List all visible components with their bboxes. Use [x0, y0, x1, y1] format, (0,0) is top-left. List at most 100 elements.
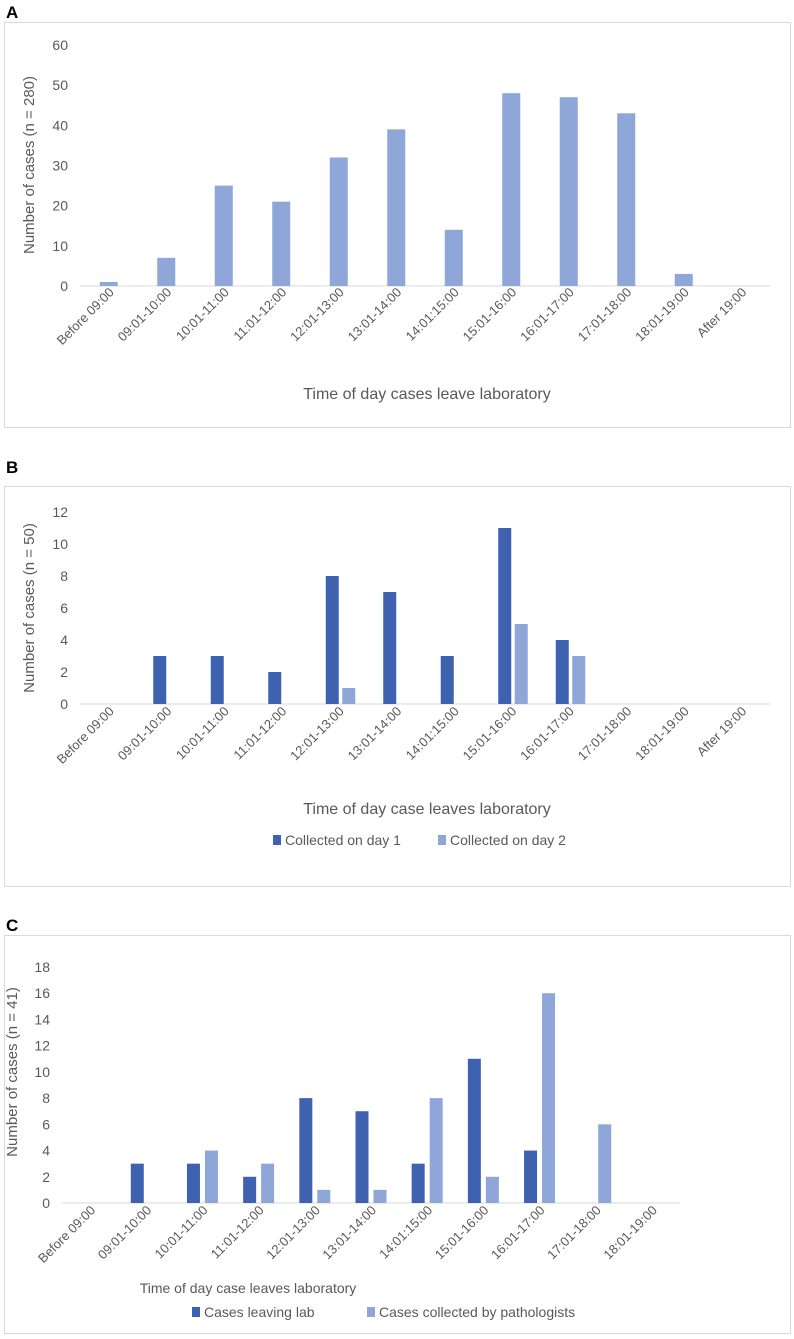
bar-12-01-13-00-series-2	[317, 1189, 331, 1203]
x-tick-label: 14:01:15:00	[403, 704, 462, 763]
bar-14-01-15-00-series-1	[440, 656, 454, 704]
bar-14-01-15-00-series-2	[429, 1098, 443, 1203]
x-tick-label: 15:01-16:00	[460, 704, 520, 764]
y-tick-label: 60	[52, 37, 68, 53]
bar-15-01-16-00-series-2	[514, 624, 528, 704]
bar-17-01-18-00-series-2	[598, 1124, 612, 1203]
chart-c: 0 2 4 6 8 10 12 14 16 18 Before 09:0009:01-10:0010…	[4, 959, 680, 1320]
bar-14-01-15-00-series-1	[444, 229, 463, 286]
x-tick-label: 11:01-12:00	[230, 704, 289, 763]
bar-09-01-10-00-series-1	[130, 1163, 144, 1203]
y-tick-label: 16	[34, 985, 50, 1001]
x-tick-label: 16:01-17:00	[517, 285, 577, 345]
x-tick-label: 15:01-16:00	[432, 1203, 492, 1263]
bar-09-01-10-00-series-1	[157, 257, 176, 286]
y-tick-label: 0	[60, 696, 68, 712]
chart-b-frame: 0 2 4 6 8 10 12 Before 09:00 09:01-10:00 10:01-11…	[4, 486, 791, 887]
x-tick-label: Before 09:00	[35, 1203, 98, 1266]
bar-13-01-14-00-series-1	[383, 592, 397, 704]
legend-swatch	[273, 835, 281, 845]
x-tick-label: 15:01-16:00	[460, 285, 520, 345]
bar-12-01-13-00-series-1	[299, 1098, 313, 1203]
chart-b: 0 2 4 6 8 10 12 Before 09:0009:01-10:0010:01-11…	[21, 504, 770, 848]
x-tick-label: 10:01-11:00	[173, 704, 232, 763]
x-tick-label: 11:01-12:00	[230, 285, 289, 344]
y-axis-title: Number of cases (n = 41)	[5, 987, 21, 1157]
bar-12-01-13-00-series-2	[342, 688, 356, 704]
panel-label-b: B	[6, 458, 19, 477]
legend-swatch	[438, 835, 446, 845]
x-tick-label: 16:01-17:00	[488, 1203, 548, 1263]
y-axis-title: Number of cases (n = 280)	[21, 76, 38, 254]
x-tick-label: 14:01:15:00	[403, 285, 462, 344]
y-tick-label: 4	[60, 632, 68, 648]
y-tick-label: 30	[52, 158, 68, 174]
legend-swatch	[192, 1307, 200, 1317]
bar-14-01-15-00-series-1	[411, 1163, 425, 1203]
y-tick-label: 0	[60, 278, 68, 294]
y-tick-label: 40	[52, 117, 68, 133]
x-tick-label: 10:01-11:00	[152, 1203, 211, 1262]
panel-label-c: C	[6, 916, 19, 935]
y-tick-label: 50	[52, 77, 68, 93]
bar-16-01-17-00-series-2	[542, 993, 556, 1203]
bar-09-01-10-00-series-1	[153, 656, 167, 704]
x-tick-label: 14:01:15:00	[376, 1203, 435, 1262]
y-tick-label: 14	[34, 1011, 50, 1027]
bar-10-01-11-00-series-1	[186, 1163, 200, 1203]
x-tick-label: Before 09:00	[54, 704, 117, 767]
bar-13-01-14-00-series-2	[373, 1189, 387, 1203]
bar-16-01-17-00-series-1	[524, 1150, 538, 1203]
bar-13-01-14-00-series-1	[355, 1111, 369, 1203]
y-tick-label: 20	[52, 198, 68, 214]
y-tick-label: 0	[42, 1195, 50, 1211]
y-axis-title: Number of cases (n = 50)	[21, 523, 38, 693]
y-tick-label: 8	[60, 568, 68, 584]
bar-16-01-17-00-series-1	[555, 640, 569, 704]
bar-11-01-12-00-series-1	[272, 201, 291, 286]
x-tick-label: 10:01-11:00	[173, 285, 232, 344]
bar-13-01-14-00-series-1	[387, 129, 406, 286]
chart-a: 0 10 20 30 40 50 60 Before 09:0009:01-10:0010:0…	[21, 37, 770, 403]
x-tick-label: 12:01-13:00	[287, 704, 347, 764]
x-tick-label: After 19:00	[694, 285, 750, 341]
y-tick-label: 2	[60, 664, 68, 680]
x-tick-label: 09:01-10:00	[115, 285, 175, 345]
x-tick-label: 09:01-10:00	[95, 1203, 155, 1263]
bar-12-01-13-00-series-1	[325, 576, 339, 704]
chart-a-frame: 0 10 20 30 40 50 60 Before 09:00 09:01-10:00 10:0…	[4, 22, 791, 428]
bar-15-01-16-00-series-1	[467, 1058, 481, 1203]
bar-10-01-11-00-series-2	[204, 1150, 218, 1203]
legend-label: Collected on day 2	[450, 832, 566, 848]
bar-15-01-16-00-series-1	[498, 528, 512, 704]
y-tick-label: 10	[34, 1064, 50, 1080]
bar-before-09-00-series-1	[99, 281, 118, 286]
bar-11-01-12-00-series-1	[268, 672, 282, 704]
y-tick-label: 8	[42, 1090, 50, 1106]
y-tick-label: 6	[60, 600, 68, 616]
bar-17-01-18-00-series-1	[617, 113, 636, 287]
x-tick-label: 13:01-14:00	[319, 1203, 379, 1263]
x-tick-label: 13:01-14:00	[345, 285, 405, 345]
bar-16-01-17-00-series-2	[572, 656, 586, 704]
y-tick-label: 10	[52, 536, 68, 552]
bar-10-01-11-00-series-1	[214, 185, 233, 286]
chart-c-frame: 0 2 4 6 8 10 12 14 16 18 Before 09:00 09:01-10:00 10…	[4, 935, 791, 1334]
x-tick-label: 12:01-13:00	[263, 1203, 323, 1263]
bar-10-01-11-00-series-1	[210, 656, 224, 704]
x-tick-label: 18:01-19:00	[632, 704, 692, 764]
bar-12-01-13-00-series-1	[329, 157, 348, 286]
x-axis-title: Time of day case leaves laboratory	[140, 1280, 357, 1296]
x-axis-title: Time of day cases leave laboratory	[303, 386, 551, 403]
bar-11-01-12-00-series-1	[243, 1176, 257, 1203]
legend-label: Collected on day 1	[285, 832, 401, 848]
x-tick-label: 16:01-17:00	[517, 704, 577, 764]
x-tick-label: 09:01-10:00	[115, 704, 175, 764]
x-tick-label: After 19:00	[694, 704, 750, 760]
bar-16-01-17-00-series-1	[559, 97, 578, 286]
x-tick-label: 13:01-14:00	[345, 704, 405, 764]
y-tick-label: 12	[34, 1038, 50, 1054]
bar-15-01-16-00-series-1	[502, 93, 521, 286]
legend-swatch	[367, 1307, 375, 1317]
panel-label-a: A	[6, 3, 19, 22]
